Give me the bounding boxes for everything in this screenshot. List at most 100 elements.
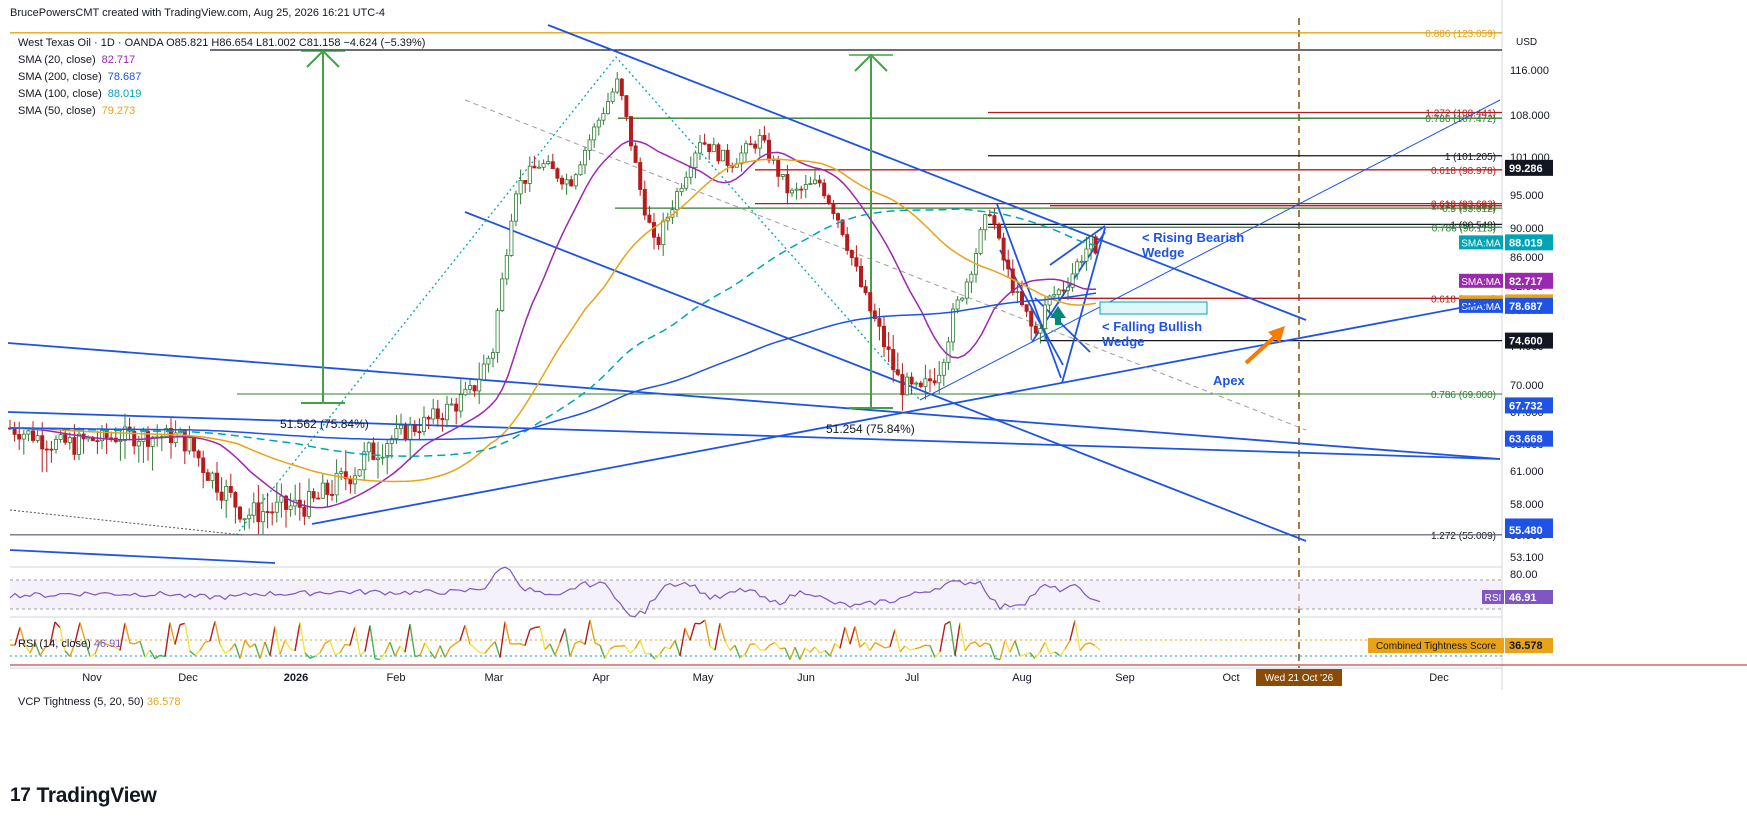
vcp-segment <box>854 626 861 648</box>
vcp-tag-label: Combined Tightness Score <box>1376 641 1497 652</box>
trend-line <box>919 99 1501 401</box>
vcp-segment <box>774 642 781 650</box>
vcp-segment <box>1019 653 1026 657</box>
vcp-segment <box>39 647 46 656</box>
vcp-segment <box>884 645 891 649</box>
candle-body <box>35 435 40 441</box>
time-tick-label: 2026 <box>284 672 308 684</box>
candle-body <box>601 113 606 121</box>
vcp-segment <box>289 647 296 652</box>
candle-body <box>767 139 772 161</box>
time-tick-label: May <box>693 672 714 684</box>
time-tick-label: Feb <box>387 672 406 684</box>
vcp-segment <box>324 639 331 645</box>
annotation-rising-wedge: Wedge <box>1142 245 1184 260</box>
candle-body <box>30 430 35 441</box>
fib-level-label: 0.786 (107.472) <box>1425 114 1496 125</box>
candle-body <box>518 179 523 195</box>
candle-body <box>1029 310 1034 327</box>
vcp-segment <box>429 651 436 659</box>
vcp-segment <box>919 644 926 649</box>
vcp-value-label: 36.578 <box>1509 640 1543 652</box>
vcp-segment <box>269 626 276 656</box>
vcp-segment <box>344 643 351 647</box>
legend-sma-20[interactable]: SMA (20, close) 82.717 <box>18 54 136 66</box>
vcp-segment <box>214 621 221 645</box>
rsi-tag-label: RSI <box>1485 593 1502 604</box>
vcp-segment <box>1064 640 1071 650</box>
candle-body <box>826 195 831 204</box>
candle-body <box>532 165 537 169</box>
vcp-segment <box>504 621 511 644</box>
fib-level-label: 1 (90.548) <box>1450 220 1496 231</box>
legend-sma-100[interactable]: SMA (100, close) 88.019 <box>18 88 142 100</box>
vcp-segment <box>334 652 341 656</box>
vcp-value-badge <box>1505 638 1553 653</box>
candle-body <box>923 378 928 387</box>
vcp-segment <box>519 642 526 647</box>
candle-body <box>661 220 666 246</box>
rsi-tag-badge <box>1482 590 1504 604</box>
vcp-segment <box>14 626 21 646</box>
candle-body <box>808 183 813 185</box>
vcp-segment <box>1034 651 1041 659</box>
candle-body <box>1006 259 1011 270</box>
candle-body <box>560 177 565 185</box>
candle-body <box>237 506 242 520</box>
candle-body <box>941 361 946 376</box>
candle-body <box>454 403 459 412</box>
vcp-segment <box>999 640 1006 660</box>
candle-body <box>849 250 854 259</box>
candle-body <box>509 220 514 256</box>
vcp-segment <box>829 643 836 657</box>
vcp-segment <box>709 645 716 651</box>
price-badge-label: 74.600 <box>1509 336 1543 348</box>
candle-body <box>776 158 781 177</box>
price-badge-label: 78.687 <box>1509 301 1543 313</box>
candle-body <box>523 179 528 184</box>
vcp-segment <box>309 655 316 660</box>
price-tick-label: 116.000 <box>1510 65 1549 77</box>
legend-sma-200[interactable]: SMA (200, close) 78.687 <box>18 71 142 83</box>
vcp-segment <box>314 652 321 657</box>
vcp-segment <box>319 643 326 654</box>
candle-body <box>702 142 707 145</box>
vcp-segment <box>354 626 361 656</box>
vcp-segment <box>529 626 536 631</box>
candle-body <box>615 78 620 93</box>
candle-body <box>444 403 449 421</box>
chart-credit: BrucePowersCMT created with TradingView.… <box>10 7 386 19</box>
vcp-segment <box>929 645 936 658</box>
candle-body <box>813 179 818 184</box>
dotted-support <box>9 509 243 536</box>
candle-body <box>937 374 942 384</box>
vcp-title[interactable]: VCP Tightness (5, 20, 50) 36.578 <box>18 696 181 708</box>
candle-body <box>389 438 394 444</box>
vcp-segment <box>489 641 496 648</box>
vcp-segment <box>199 641 206 651</box>
candle-body <box>283 495 288 510</box>
price-badge-label: 67.732 <box>1509 400 1543 412</box>
legend-sma-50[interactable]: SMA (50, close) 79.273 <box>18 105 136 117</box>
candle-body <box>504 255 509 280</box>
price-tick-label: 90.000 <box>1510 223 1544 235</box>
candle-body <box>95 440 100 442</box>
vcp-segment <box>104 642 111 647</box>
vcp-segment <box>729 644 736 651</box>
vcp-segment <box>184 623 191 652</box>
rsi-title[interactable]: RSI (14, close) 46.91 <box>18 638 122 650</box>
candle-body <box>228 486 233 493</box>
vcp-segment <box>979 642 986 648</box>
vcp-segment <box>824 649 831 657</box>
candle-body <box>845 234 850 251</box>
candle-body <box>141 431 146 442</box>
vcp-segment <box>1039 641 1046 653</box>
candle-body <box>978 229 983 254</box>
candle-body <box>803 184 808 190</box>
symbol-line[interactable]: West Texas Oil · 1D · OANDA O85.821 H86.… <box>18 37 426 49</box>
vcp-segment <box>299 622 306 653</box>
candle-body <box>647 214 652 223</box>
dashed-trend-line <box>464 99 1307 431</box>
vcp-segment <box>49 621 56 646</box>
